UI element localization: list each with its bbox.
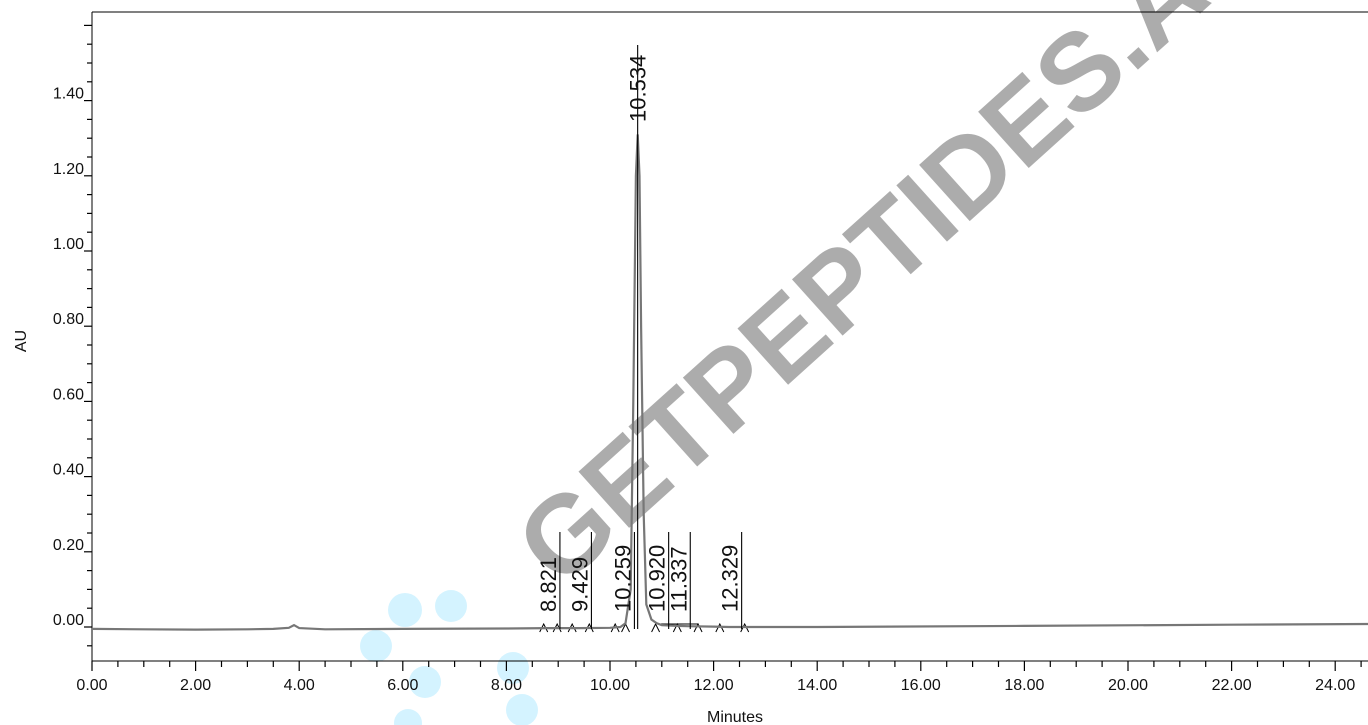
y-tick-label: 0.60: [53, 386, 84, 403]
x-tick-label: 0.00: [76, 677, 107, 694]
integration-marker: [693, 622, 703, 633]
integration-marker: [740, 622, 750, 633]
chromatogram-trace: [91, 134, 1368, 631]
y-tick-label: 0.20: [53, 537, 84, 554]
watermark-molecule-icon: [360, 590, 538, 725]
x-tick-label: 8.00: [491, 677, 522, 694]
y-tick-label: 0.40: [53, 462, 84, 479]
x-tick-label: 24.00: [1315, 677, 1355, 694]
peak-label: 11.337: [666, 546, 691, 612]
x-tick-label: 20.00: [1108, 677, 1148, 694]
y-tick-label: 0.80: [53, 311, 84, 328]
peak-label: 12.329: [718, 545, 743, 612]
y-tick-labels: 0.00 0.20 0.40 0.60 0.80 1.00 1.20 1.40: [53, 86, 84, 629]
integration-marker: [715, 622, 725, 633]
x-tick-label: 22.00: [1212, 677, 1252, 694]
integration-marker: [539, 622, 549, 633]
x-tick-label: 10.00: [590, 677, 630, 694]
x-tick-label: 2.00: [180, 677, 211, 694]
x-ticks: [91, 661, 1362, 671]
y-tick-label: 1.00: [53, 236, 84, 253]
peak-label: 10.259: [610, 545, 635, 612]
peak-label: 10.534: [626, 55, 651, 122]
integration-marker: [584, 622, 594, 633]
x-axis-title: Minutes: [707, 709, 763, 725]
y-ticks: [84, 24, 92, 647]
integration-marker: [651, 622, 661, 633]
x-tick-label: 16.00: [901, 677, 941, 694]
x-tick-labels: 0.00 2.00 4.00 6.00 8.00 10.00 12.00 14.00 16.00…: [76, 677, 1355, 694]
x-tick-label: 12.00: [694, 677, 734, 694]
x-tick-label: 14.00: [797, 677, 837, 694]
peak-label: 10.920: [645, 545, 670, 612]
integration-marker: [567, 622, 577, 633]
peak-label: 9.429: [567, 557, 592, 612]
integration-marker: [610, 622, 620, 633]
y-tick-label: 1.40: [53, 86, 84, 103]
x-tick-label: 4.00: [284, 677, 315, 694]
x-tick-label: 6.00: [387, 677, 418, 694]
y-tick-label: 0.00: [53, 612, 84, 629]
y-axis-title: AU: [13, 330, 30, 352]
integration-marker: [552, 622, 562, 633]
peak-markers: [539, 622, 750, 633]
plot-frame: [91, 11, 1368, 662]
peak-label: 8.821: [536, 557, 561, 612]
x-tick-label: 18.00: [1004, 677, 1044, 694]
y-tick-label: 1.20: [53, 161, 84, 178]
watermark-text: GETPEPTIDES.AE: [494, 0, 1285, 608]
